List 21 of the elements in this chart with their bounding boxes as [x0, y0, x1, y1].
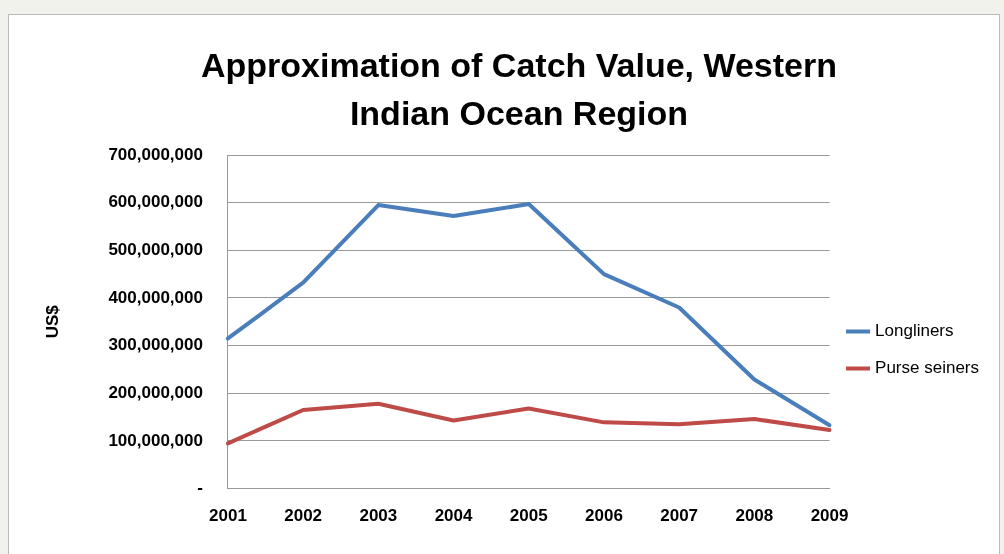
- y-tick-label: 700,000,000: [108, 144, 203, 164]
- x-tick-label: 2002: [284, 506, 323, 526]
- x-tick-label: 2006: [585, 506, 623, 526]
- y-tick-label: -: [197, 478, 203, 498]
- x-tick-label: 2005: [509, 506, 548, 526]
- y-tick-label: 100,000,000: [108, 430, 203, 450]
- y-tick-label: 400,000,000: [108, 287, 203, 307]
- y-tick-label: 600,000,000: [108, 192, 203, 212]
- y-tick-label: 500,000,000: [108, 240, 203, 259]
- x-tick-label: 2003: [359, 506, 398, 526]
- x-tick-label: 2004: [434, 506, 473, 526]
- y-tick-label: 200,000,000: [108, 382, 203, 402]
- x-tick-label: 2007: [660, 506, 699, 526]
- y-axis-title: US$: [42, 304, 62, 339]
- legend-label: Purse seiners: [875, 358, 979, 378]
- chart-title: Approximation of Catch Value, Western Indian Ocean Region: [199, 45, 838, 134]
- legend-label: Longliners: [875, 321, 954, 341]
- x-tick-label: 2001: [209, 506, 247, 526]
- x-tick-label: 2008: [735, 506, 774, 526]
- x-tick-label: 2009: [810, 506, 849, 526]
- y-tick-label: 300,000,000: [108, 335, 203, 355]
